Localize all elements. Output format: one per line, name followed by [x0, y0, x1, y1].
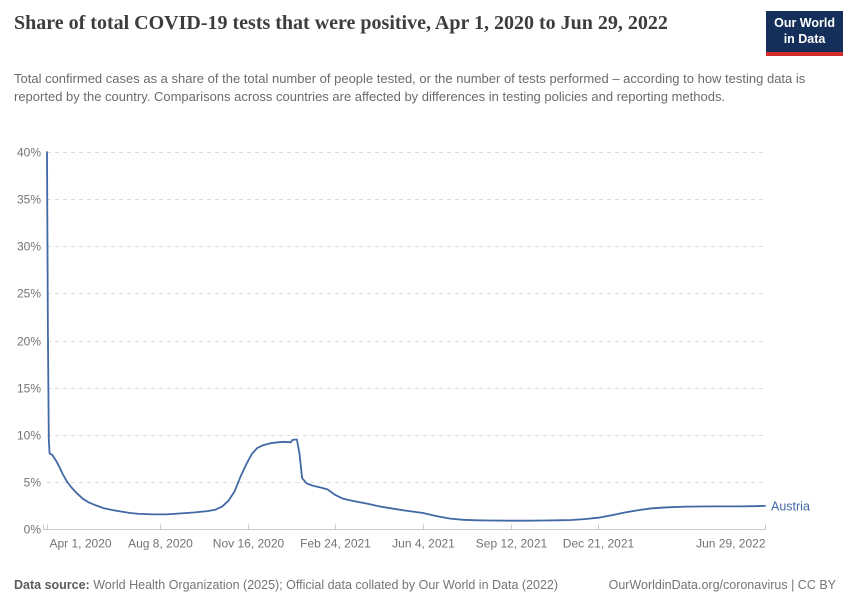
- line-chart[interactable]: 0% 5% 10% 15% 20% 25% 30% 35% 40% Apr 1, 2020 Aug …: [0, 0, 850, 560]
- y-tick-label: 0%: [24, 523, 42, 537]
- series-line: [46, 151, 766, 522]
- y-tick-label: 25%: [17, 287, 41, 301]
- x-tick-label: Sep 12, 2021: [476, 537, 548, 551]
- data-source-label: Data source:: [14, 578, 90, 592]
- x-tick-label: Dec 21, 2021: [563, 537, 635, 551]
- y-tick-label: 5%: [24, 476, 42, 490]
- x-tick-label: Jun 4, 2021: [392, 537, 455, 551]
- y-tick-label: 15%: [17, 382, 41, 396]
- chart-footer: Data source: World Health Organization (…: [0, 578, 850, 592]
- page-title: Share of total COVID-19 tests that were …: [14, 12, 668, 34]
- y-tick-label: 35%: [17, 193, 41, 207]
- x-tick-label: Jun 29, 2022: [696, 537, 766, 551]
- x-tick-label: Nov 16, 2020: [213, 537, 285, 551]
- y-tick-label: 30%: [17, 240, 41, 254]
- series-end-label: Austria: [771, 499, 810, 513]
- footer-link[interactable]: OurWorldinData.org/coronavirus | CC BY: [608, 578, 836, 592]
- owid-logo[interactable]: Our World in Data: [766, 11, 843, 56]
- data-source-note: Data source: World Health Organization (…: [14, 578, 558, 592]
- y-tick-label: 20%: [17, 335, 41, 349]
- owid-logo-line2: in Data: [783, 32, 826, 47]
- x-tick-label: Feb 24, 2021: [300, 537, 371, 551]
- x-tick-label: Apr 1, 2020: [50, 537, 112, 551]
- y-tick-label: 10%: [17, 429, 41, 443]
- chart-subtitle: Total confirmed cases as a share of the …: [14, 71, 806, 105]
- y-tick-label: 40%: [17, 146, 41, 160]
- x-tick-label: Aug 8, 2020: [128, 537, 193, 551]
- data-source-text: World Health Organization (2025); Offici…: [89, 578, 559, 592]
- owid-logo-line1: Our World: [774, 16, 835, 30]
